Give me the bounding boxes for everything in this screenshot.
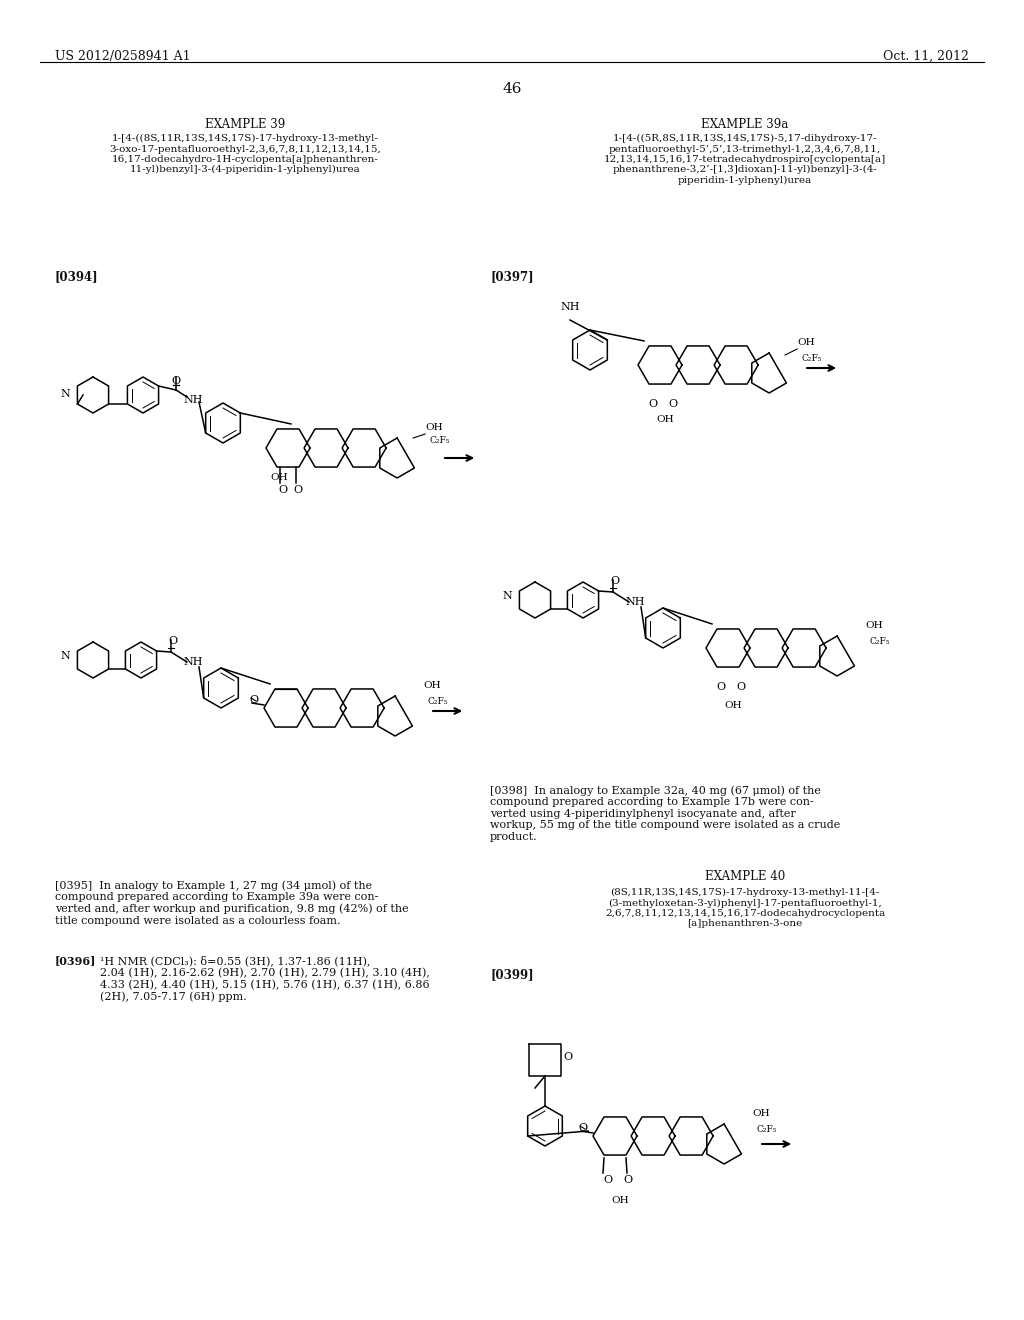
Text: OH: OH — [656, 414, 674, 424]
Text: O: O — [648, 399, 657, 409]
Text: O: O — [293, 484, 302, 495]
Text: 1-[4-((8S,11R,13S,14S,17S)-17-hydroxy-13-methyl-
3-oxo-17-pentafluoroethyl-2,3,6: 1-[4-((8S,11R,13S,14S,17S)-17-hydroxy-13… — [110, 135, 381, 174]
Text: (8S,11R,13S,14S,17S)-17-hydroxy-13-methyl-11-[4-
(3-methyloxetan-3-yl)phenyl]-17: (8S,11R,13S,14S,17S)-17-hydroxy-13-methy… — [605, 888, 885, 928]
Text: [0398]  In analogy to Example 32a, 40 mg (67 μmol) of the
compound prepared acco: [0398] In analogy to Example 32a, 40 mg … — [490, 785, 841, 842]
Text: OH: OH — [270, 473, 288, 482]
Text: Oct. 11, 2012: Oct. 11, 2012 — [883, 50, 969, 63]
Text: NH: NH — [183, 657, 203, 667]
Text: [0396]: [0396] — [55, 954, 96, 966]
Text: 1-[4-((5R,8S,11R,13S,14S,17S)-5,17-dihydroxy-17-
pentafluoroethyl-5’,5’,13-trime: 1-[4-((5R,8S,11R,13S,14S,17S)-5,17-dihyd… — [604, 135, 886, 185]
Text: O: O — [736, 682, 745, 692]
Text: NH: NH — [560, 302, 580, 312]
Text: 46: 46 — [502, 82, 522, 96]
Text: EXAMPLE 39a: EXAMPLE 39a — [701, 117, 788, 131]
Text: O: O — [278, 484, 287, 495]
Text: O: O — [171, 376, 180, 385]
Text: EXAMPLE 40: EXAMPLE 40 — [705, 870, 785, 883]
Text: O: O — [668, 399, 677, 409]
Text: OH: OH — [865, 620, 883, 630]
Text: [0394]: [0394] — [55, 271, 98, 282]
Text: ¹H NMR (CDCl₃): δ=0.55 (3H), 1.37-1.86 (11H),
2.04 (1H), 2.16-2.62 (9H), 2.70 (1: ¹H NMR (CDCl₃): δ=0.55 (3H), 1.37-1.86 (… — [100, 954, 430, 1002]
Text: O: O — [578, 1123, 587, 1133]
Text: C₂F₅: C₂F₅ — [427, 697, 447, 706]
Text: [0399]: [0399] — [490, 968, 534, 981]
Text: O: O — [623, 1175, 632, 1185]
Text: OH: OH — [611, 1196, 629, 1205]
Text: [0395]  In analogy to Example 1, 27 mg (34 μmol) of the
compound prepared accord: [0395] In analogy to Example 1, 27 mg (3… — [55, 880, 409, 927]
Text: US 2012/0258941 A1: US 2012/0258941 A1 — [55, 50, 190, 63]
Text: O: O — [610, 576, 620, 586]
Text: EXAMPLE 39: EXAMPLE 39 — [205, 117, 285, 131]
Text: C₂F₅: C₂F₅ — [756, 1125, 776, 1134]
Text: O: O — [168, 636, 177, 645]
Text: [0397]: [0397] — [490, 271, 534, 282]
Text: NH: NH — [626, 597, 645, 607]
Text: OH: OH — [425, 422, 442, 432]
Text: O: O — [249, 696, 258, 705]
Text: C₂F₅: C₂F₅ — [869, 638, 890, 645]
Text: N: N — [60, 651, 70, 661]
Text: O: O — [603, 1175, 612, 1185]
Text: N: N — [502, 591, 512, 601]
Text: C₂F₅: C₂F₅ — [801, 354, 821, 363]
Text: OH: OH — [752, 1109, 770, 1118]
Text: O: O — [716, 682, 725, 692]
Text: N: N — [60, 389, 70, 399]
Text: OH: OH — [423, 681, 440, 690]
Text: C₂F₅: C₂F₅ — [429, 436, 450, 445]
Text: O: O — [563, 1052, 572, 1063]
Text: OH: OH — [724, 701, 741, 710]
Text: NH: NH — [183, 395, 203, 405]
Text: OH: OH — [797, 338, 815, 347]
